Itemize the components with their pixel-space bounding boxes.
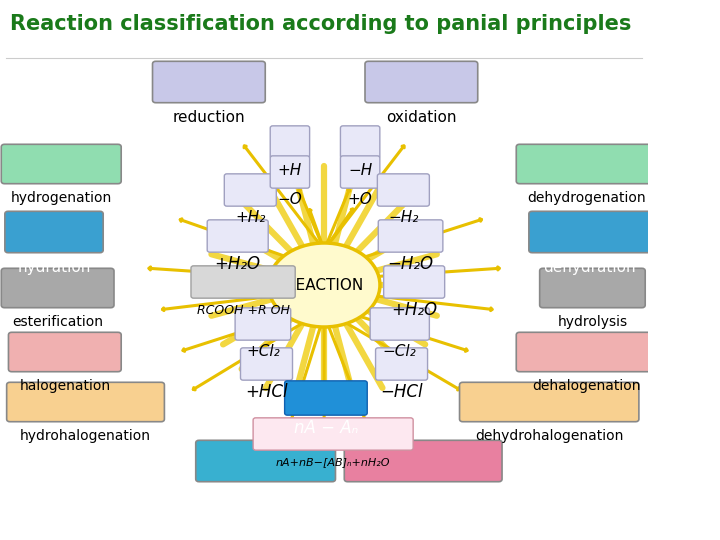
FancyBboxPatch shape [270,126,310,158]
Text: REACTION: REACTION [285,278,364,293]
FancyBboxPatch shape [253,418,413,450]
FancyBboxPatch shape [376,348,428,380]
Text: hydrohalogenation: hydrohalogenation [20,429,151,443]
FancyBboxPatch shape [153,62,265,103]
FancyBboxPatch shape [529,211,651,253]
FancyBboxPatch shape [196,440,336,482]
Text: hydrolysis: hydrolysis [557,315,628,329]
Text: RCOOH +R OH: RCOOH +R OH [197,303,289,316]
FancyBboxPatch shape [270,156,310,188]
FancyBboxPatch shape [384,266,445,298]
FancyBboxPatch shape [1,144,121,184]
Text: dehydration: dehydration [544,260,636,275]
Text: +H₂: +H₂ [235,211,266,226]
FancyBboxPatch shape [191,266,295,298]
Text: −H₂O: −H₂O [387,255,433,273]
Text: +H₂O: +H₂O [215,255,261,273]
FancyBboxPatch shape [341,126,380,158]
FancyBboxPatch shape [516,332,656,372]
FancyBboxPatch shape [378,220,443,252]
Text: nA − Aₙ: nA − Aₙ [294,419,358,437]
Text: Reaction classification according to panial principles: Reaction classification according to pan… [10,14,631,33]
Text: reduction: reduction [173,111,246,125]
Text: +H: +H [278,163,302,178]
Text: dehalogenation: dehalogenation [532,379,640,393]
Text: esterification: esterification [12,315,103,329]
Text: +O: +O [348,192,372,207]
FancyBboxPatch shape [540,268,645,308]
FancyBboxPatch shape [9,332,121,372]
Text: +HCl: +HCl [246,383,288,401]
Text: −H₂: −H₂ [388,211,418,226]
FancyBboxPatch shape [516,144,656,184]
Text: halogenation: halogenation [19,379,110,393]
Text: polymerization: polymerization [209,489,323,504]
Text: polycondensation: polycondensation [356,489,491,504]
Text: −O: −O [277,192,302,207]
Text: −HCl: −HCl [380,383,423,401]
Text: −H: −H [348,163,372,178]
FancyBboxPatch shape [5,211,103,253]
FancyBboxPatch shape [377,174,429,206]
Text: dehydrohalogenation: dehydrohalogenation [475,429,624,443]
FancyBboxPatch shape [365,62,478,103]
Text: −Cl₂: −Cl₂ [383,345,417,360]
FancyBboxPatch shape [1,268,114,308]
FancyBboxPatch shape [344,440,502,482]
FancyBboxPatch shape [225,174,276,206]
Text: nA+nB−[AB]ₙ+nH₂O: nA+nB−[AB]ₙ+nH₂O [276,457,390,467]
Text: oxidation: oxidation [386,111,456,125]
Text: hydrogenation: hydrogenation [11,191,112,205]
Text: +Cl₂: +Cl₂ [246,345,280,360]
FancyBboxPatch shape [341,156,380,188]
Text: hydration: hydration [17,260,91,275]
FancyBboxPatch shape [6,382,164,422]
FancyBboxPatch shape [207,220,268,252]
FancyBboxPatch shape [370,308,429,340]
FancyBboxPatch shape [235,308,291,340]
Ellipse shape [269,243,380,327]
Text: dehydrogenation: dehydrogenation [527,191,645,205]
FancyBboxPatch shape [459,382,639,422]
FancyBboxPatch shape [284,381,367,415]
Text: +H₂O: +H₂O [391,301,437,319]
FancyBboxPatch shape [240,348,292,380]
